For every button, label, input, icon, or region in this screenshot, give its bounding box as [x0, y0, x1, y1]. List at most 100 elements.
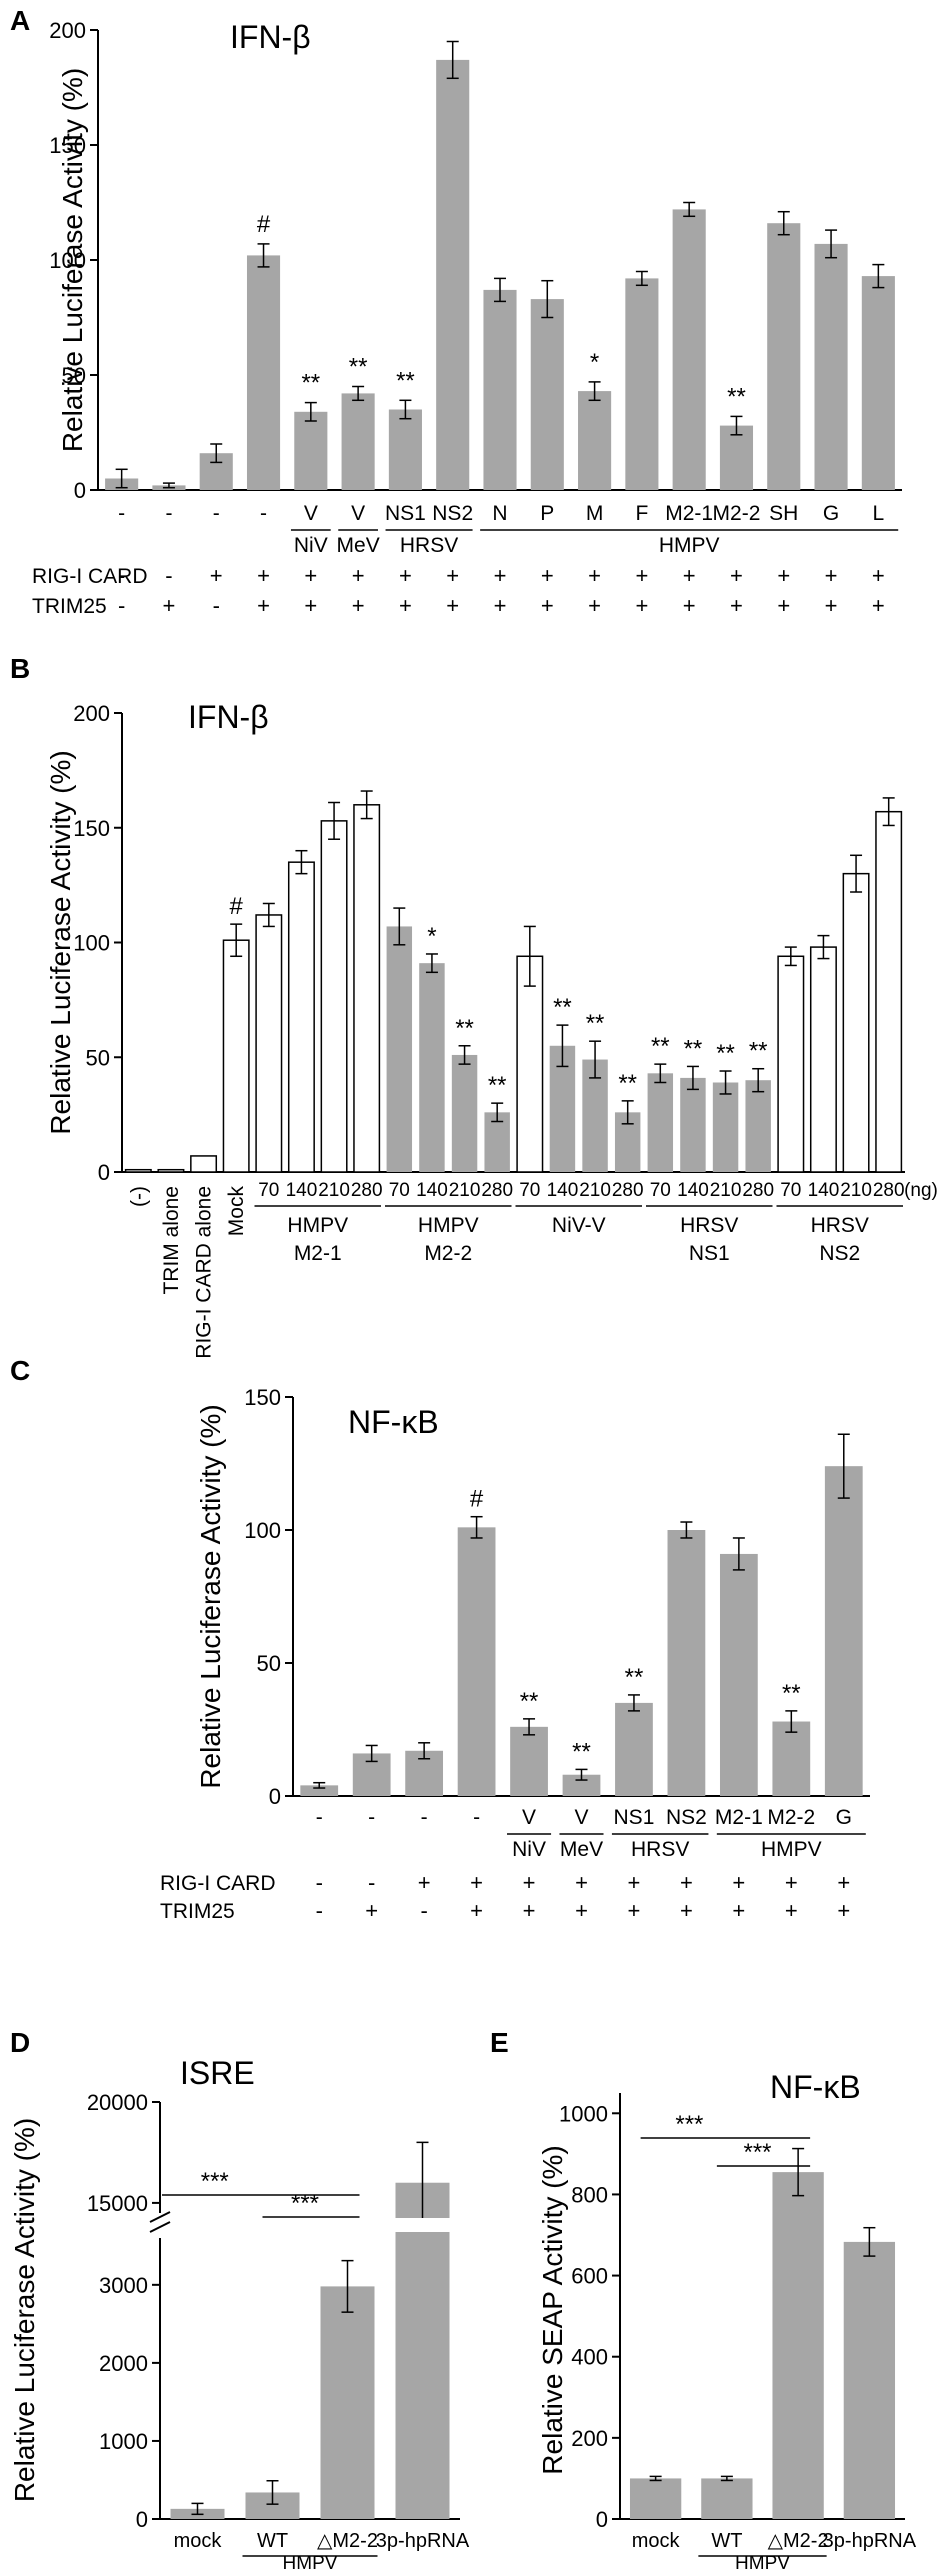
- bar-b-16: [647, 1073, 674, 1172]
- bar-c-0: [300, 1785, 339, 1796]
- bar-c-9: [772, 1721, 811, 1796]
- panel-d-significance-label-1: ***: [291, 2190, 319, 2217]
- panel-c-condition-1-0: -: [316, 1898, 323, 1923]
- panel-a-ytick-label-4: 200: [49, 18, 86, 43]
- panel-b-category-23: 280: [873, 1180, 905, 1201]
- bar-b-10: [451, 1054, 478, 1172]
- panel-a-condition-1-6: +: [399, 593, 412, 618]
- panel-a-annotation-6: **: [396, 367, 415, 394]
- panel-a-condition-label-1: TRIM25: [32, 595, 107, 618]
- bar-c-4: [510, 1726, 548, 1796]
- panel-a-category-10: M: [586, 502, 604, 525]
- bar-b-21: [809, 946, 837, 1173]
- panel-a-category-3: -: [260, 502, 267, 525]
- panel-c-title: NF-κB: [348, 1404, 439, 1440]
- panel-b-category-14: 210: [579, 1180, 611, 1201]
- panel-b-group-label-0-line1: HMPV: [287, 1214, 348, 1237]
- panel-a-group-label-2: HRSV: [400, 534, 458, 557]
- panel-c-condition-1-5: +: [575, 1898, 588, 1923]
- panel-a-condition-1-5: +: [352, 593, 365, 618]
- panel-a-condition-1-10: +: [588, 593, 601, 618]
- panel-b-category-11: 280: [481, 1180, 513, 1201]
- panel-c-group-label-3: HMPV: [761, 1838, 822, 1861]
- panel-d-axis-break-1: [149, 2221, 171, 2233]
- bar-b-20: [777, 955, 805, 1173]
- panel-c-condition-1-3: +: [470, 1898, 483, 1923]
- bar-a-3: [246, 255, 281, 490]
- panel-letter-e: E: [490, 2027, 509, 2058]
- panel-c-condition-0-5: +: [575, 1870, 588, 1895]
- panel-b-annotation-15: **: [618, 1070, 637, 1097]
- panel-a-ylabel: Relative Luciferase Activity (%): [57, 68, 88, 452]
- panel-c-condition-1-2: -: [420, 1898, 427, 1923]
- panel-b-unit-label: (ng): [904, 1180, 938, 1201]
- panel-d-category-2: △M2-2: [317, 2530, 378, 2552]
- panel-a-category-11: F: [635, 502, 648, 525]
- panel-e-significance-label-0: ***: [675, 2111, 703, 2138]
- panel-a-condition-1-7: +: [446, 593, 459, 618]
- panel-b-group-label-1-line2: M2-2: [424, 1242, 472, 1265]
- panel-a-condition-1-3: +: [257, 593, 270, 618]
- panel-c-condition-0-1: -: [368, 1870, 375, 1895]
- panel-a-condition-1-15: +: [825, 593, 838, 618]
- bar-b-19: [745, 1080, 771, 1172]
- panel-b-annotation-19: **: [749, 1038, 768, 1065]
- bar-a-15: [814, 243, 848, 490]
- panel-b-annotation-14: **: [586, 1010, 605, 1037]
- panel-c-condition-0-0: -: [316, 1870, 323, 1895]
- panel-e-ytick-label-4: 800: [571, 2182, 608, 2207]
- panel-d-category-3: 3p-hpRNA: [376, 2530, 470, 2552]
- bar-b-6: [320, 820, 348, 1173]
- panel-c-annotation-4: **: [520, 1688, 539, 1715]
- panel-c-condition-0-10: +: [837, 1870, 850, 1895]
- panel-b-ytick-label-0: 0: [98, 1160, 110, 1185]
- panel-c-ytick-label-1: 50: [257, 1651, 281, 1676]
- panel-a-category-5: V: [351, 502, 365, 525]
- panel-a-group-label-3: HMPV: [659, 534, 720, 557]
- panel-b-category-0: (-): [127, 1186, 150, 1207]
- panel-a-category-13: M2-2: [713, 502, 761, 525]
- panel-d-ytick-label-lower-1: 1000: [99, 2429, 148, 2454]
- panel-a-condition-0-2: +: [210, 563, 223, 588]
- panel-c-condition-1-4: +: [523, 1898, 536, 1923]
- panel-d-category-1: WT: [257, 2530, 288, 2552]
- panel-e-ytick-label-5: 1000: [559, 2101, 608, 2126]
- bar-e-3: [843, 2241, 896, 2519]
- bar-b-9: [419, 963, 445, 1172]
- panel-b-group-label-3-line2: NS1: [689, 1242, 730, 1265]
- panel-c-condition-0-4: +: [523, 1870, 536, 1895]
- panel-b-group-label-0-line2: M2-1: [294, 1242, 342, 1265]
- panel-a-condition-0-0: -: [118, 563, 125, 588]
- panel-c-condition-label-0: RIG-I CARD: [160, 1872, 276, 1895]
- panel-c-category-7: NS2: [666, 1806, 707, 1829]
- panel-c-annotation-6: **: [625, 1664, 644, 1691]
- panel-c-condition-0-6: +: [628, 1870, 641, 1895]
- panel-d-ytick-label-upper-1: 20000: [87, 2090, 148, 2115]
- panel-e-ylabel: Relative SEAP Activity (%): [537, 2145, 568, 2474]
- panel-c-group-label-0: NiV: [512, 1838, 546, 1861]
- panel-a-condition-0-14: +: [777, 563, 790, 588]
- panel-e-significance-label-1: ***: [743, 2139, 771, 2166]
- panel-a-category-14: SH: [769, 502, 798, 525]
- panel-b-ytick-label-4: 200: [73, 701, 110, 726]
- panel-b-category-2: RIG-I CARD alone: [193, 1186, 216, 1359]
- panel-c-annotation-3: #: [470, 1486, 484, 1513]
- panel-c-annotation-5: **: [572, 1738, 591, 1765]
- panel-a-condition-label-0: RIG-I CARD: [32, 565, 148, 588]
- panel-b-category-10: 210: [449, 1180, 481, 1201]
- bar-b-22: [842, 872, 870, 1173]
- panel-b-ytick-label-3: 150: [73, 816, 110, 841]
- panel-b-category-9: 140: [416, 1180, 448, 1201]
- bar-d-3: [395, 2182, 450, 2519]
- panel-c-category-4: V: [522, 1806, 536, 1829]
- panel-a-condition-1-9: +: [541, 593, 554, 618]
- panel-a-condition-0-1: -: [165, 563, 172, 588]
- panel-a-category-16: L: [873, 502, 885, 525]
- panel-d-title: ISRE: [180, 2055, 255, 2091]
- panel-a-category-8: N: [492, 502, 507, 525]
- bar-b-5: [287, 861, 315, 1173]
- panel-a-condition-1-12: +: [683, 593, 696, 618]
- panel-b-category-22: 210: [840, 1180, 872, 1201]
- panel-a-ytick-label-2: 100: [49, 248, 86, 273]
